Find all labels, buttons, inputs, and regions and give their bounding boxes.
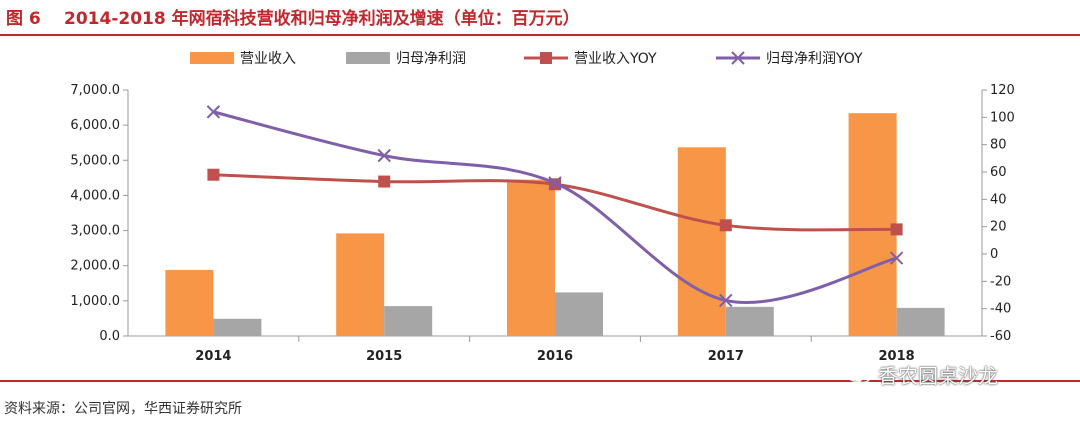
left-tick-label: 1,000.0	[70, 294, 120, 309]
profit-bar	[384, 306, 433, 336]
figure-header: 图 6 2014-2018 年网宿科技营收和归母净利润及增速（单位：百万元）	[0, 0, 1080, 32]
figure-title: 2014-2018 年网宿科技营收和归母净利润及增速（单位：百万元）	[64, 9, 580, 29]
watermark-text: 香农圆桌沙龙	[878, 364, 998, 388]
left-tick-label: 4,000.0	[70, 188, 120, 203]
revenue-bar	[848, 113, 897, 337]
chart: 营业收入 归母净利润 营业收入YOY 归母净利润YOY 0.0 1,000.0 2,000…	[70, 50, 1014, 364]
revenue-bar	[336, 233, 385, 336]
profit-yoy-marker	[889, 251, 904, 265]
x-tick-label: 2016	[537, 349, 573, 364]
right-tick-label: 80	[990, 138, 1007, 153]
x-tick-label: 2018	[879, 349, 915, 364]
revenue-bar	[165, 269, 214, 336]
x-tick-label: 2014	[195, 349, 231, 364]
profit-yoy-marker	[206, 105, 221, 119]
legend-profit-yoy-marker	[731, 51, 745, 65]
bars	[165, 113, 945, 337]
right-tick-label: -40	[990, 302, 1011, 317]
legend-revenue-swatch	[190, 52, 234, 64]
x-tick-label: 2015	[366, 349, 402, 364]
profit-yoy-marker	[548, 176, 562, 190]
watermark: 香农圆桌沙龙	[846, 360, 998, 389]
legend-revenue-yoy-label: 营业收入YOY	[574, 51, 657, 67]
profit-bar	[725, 306, 774, 336]
x-tick-label: 2017	[708, 349, 744, 364]
legend: 营业收入 归母净利润 营业收入YOY 归母净利润YOY	[190, 50, 863, 67]
right-tick-label: 40	[990, 192, 1007, 207]
right-tick-label: -60	[990, 329, 1011, 344]
revenue-bar	[677, 147, 726, 336]
right-tick-label: 60	[990, 165, 1007, 180]
right-tick-label: 0	[990, 247, 998, 262]
figure-label: 图 6	[6, 9, 41, 29]
left-tick-label: 2,000.0	[70, 259, 120, 274]
axes: 0.0 1,000.0 2,000.0 3,000.0 4,000.0 5,000.0 6,…	[70, 83, 1014, 364]
revenue-yoy-marker	[719, 219, 732, 232]
profit-bar	[213, 318, 262, 336]
revenue-yoy-marker	[378, 175, 391, 188]
right-tick-label: -20	[990, 274, 1011, 289]
left-tick-label: 5,000.0	[70, 153, 120, 168]
legend-profit-yoy-label: 归母净利润YOY	[766, 50, 863, 67]
right-tick-label: 120	[990, 83, 1015, 98]
lines	[206, 105, 904, 308]
profit-bar	[896, 307, 945, 336]
revenue-bar	[507, 179, 555, 336]
revenue-yoy-marker	[207, 168, 220, 181]
source-note: 资料来源：公司官网，华西证券研究所	[4, 401, 242, 417]
legend-profit-label: 归母净利润	[396, 50, 466, 67]
revenue-yoy-marker	[890, 223, 903, 236]
left-tick-label: 3,000.0	[70, 224, 120, 239]
profit-yoy-marker	[377, 148, 391, 163]
legend-revenue-label: 营业收入	[240, 51, 296, 67]
chat-bubble-icon	[846, 365, 871, 383]
top-divider	[0, 34, 1080, 36]
legend-revenue-yoy-marker	[540, 52, 552, 64]
bottom-divider	[0, 380, 1080, 382]
profit-yoy-marker	[719, 293, 733, 308]
left-tick-label: 0.0	[99, 329, 120, 344]
right-tick-label: 100	[990, 110, 1015, 125]
left-tick-label: 6,000.0	[70, 118, 120, 133]
right-tick-label: 20	[990, 220, 1007, 235]
left-tick-label: 7,000.0	[70, 83, 120, 98]
legend-profit-swatch	[346, 52, 390, 64]
profit-bar	[555, 292, 603, 336]
